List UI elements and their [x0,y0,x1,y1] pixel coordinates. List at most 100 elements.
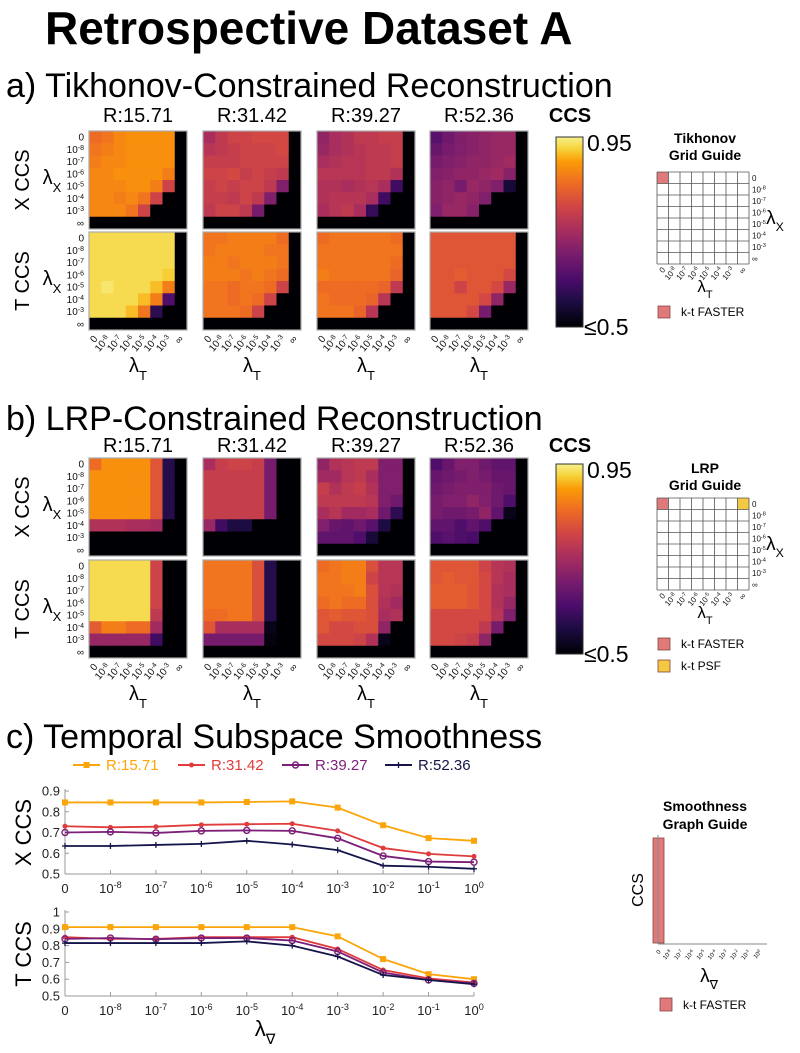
heatmap-cell [276,621,290,634]
heatmap-border [429,559,529,659]
column-label: R:39.27 [331,105,401,127]
legend-label: k-t FASTER [681,637,745,651]
heatmap-cell [430,645,443,659]
heatmap-cell [378,244,391,257]
heatmap-cell [491,216,504,230]
heatmap-cell [125,143,139,156]
heatmap-cell [89,560,102,573]
heatmap-cell [264,192,277,205]
heatmap-cell [366,560,379,573]
row-label: T CCS [12,579,34,639]
heatmap-cell [491,204,504,218]
heatmap-cell [227,317,241,331]
heatmap-cell [366,305,379,319]
heatmap-cell [174,584,188,598]
heatmap-cell [203,609,216,622]
heatmap-cell [378,143,391,156]
heatmap-cell [454,621,468,634]
heatmap-cell [491,519,504,532]
colorbar [555,463,584,655]
x-tick-label: 0 [61,881,68,896]
heatmap-cell [101,192,114,205]
heatmap-cell [138,458,151,471]
heatmap-cell [276,232,290,245]
heatmap-cell [402,167,416,181]
heatmap-lrp-t-3 [429,559,529,659]
heatmap-cell [264,256,277,270]
heatmap-cell [442,494,455,508]
heatmap-cell [353,305,367,319]
heatmap-lrp-t-2 [316,559,416,659]
heatmap-cell [442,609,455,622]
heatmap-cell [378,232,391,245]
heatmap-cell [317,167,330,181]
heatmap-cell [288,216,302,230]
heatmap-cell [430,192,443,205]
row-tick: 10-4 [67,622,84,634]
heatmap-cell [239,143,253,156]
heatmap-cell [390,305,404,319]
heatmap-cell [227,458,241,471]
heatmap-cell [276,244,290,257]
heatmap-cell [162,268,176,282]
heatmap-cell [89,131,102,144]
guide-row-tick: 10-3 [752,243,766,252]
heatmap-cell [430,621,443,634]
column-label: R:52.36 [444,435,514,457]
legend-label: R:39.27 [315,757,368,774]
heatmap-cell [288,317,302,331]
heatmap-cell [402,458,416,471]
heatmap-cell [89,645,102,659]
heatmap-cell [329,256,342,270]
heatmap-cell [288,543,302,557]
heatmap-cell [174,458,188,471]
heatmap-cell [515,204,529,218]
heatmap-border [316,559,416,659]
heatmap-cell [239,633,253,647]
heatmap-cell [89,543,102,557]
heatmap-cell [402,584,416,598]
heatmap-cell [430,470,443,483]
heatmap-cell [454,633,468,647]
heatmap-cell [138,192,151,205]
heatmap-cell [378,458,391,471]
heatmap-cell [239,268,253,282]
heatmap-cell [466,482,480,496]
heatmap-cell [288,180,302,193]
heatmap-cell [276,531,290,545]
heatmap-border [202,559,302,659]
row-tick: 10-5 [67,181,84,193]
heatmap-cell [252,204,265,218]
row-tick: 10-3 [67,307,84,319]
heatmap-cell [442,531,455,545]
lambda-t-label: λT [129,355,147,383]
heatmap-cell [515,645,529,659]
legend-label: k-t FASTER [683,998,747,1012]
heatmap-cell [479,470,492,483]
heatmap-cell [125,621,139,634]
smooth-guide-title: Graph Guide [663,816,748,832]
heatmap-cell [366,204,379,218]
heatmap-cell [264,482,277,496]
heatmap-cell [454,167,468,181]
heatmap-cell [276,645,290,659]
heatmap-cell [288,155,302,169]
heatmap-cell [264,519,277,532]
heatmap-cell [264,216,277,230]
heatmap-cell [113,180,127,193]
guide-lambda-t: λT [697,603,713,627]
heatmap-cell [150,305,163,319]
heatmap-cell [252,281,265,294]
heatmap-lrp-x-0 [88,457,188,557]
col-tick: ∞ [287,662,300,675]
heatmap-cell [479,482,492,496]
heatmap-cell [366,281,379,294]
row-tick: 10-8 [67,245,84,257]
heatmap-cell [239,204,253,218]
heatmap-cell [329,470,342,483]
heatmap-cell [138,633,151,647]
heatmap-cell [264,494,277,508]
figure-title: Retrospective Dataset A [45,2,573,54]
square-marker [243,798,250,805]
heatmap-cell [125,560,139,573]
